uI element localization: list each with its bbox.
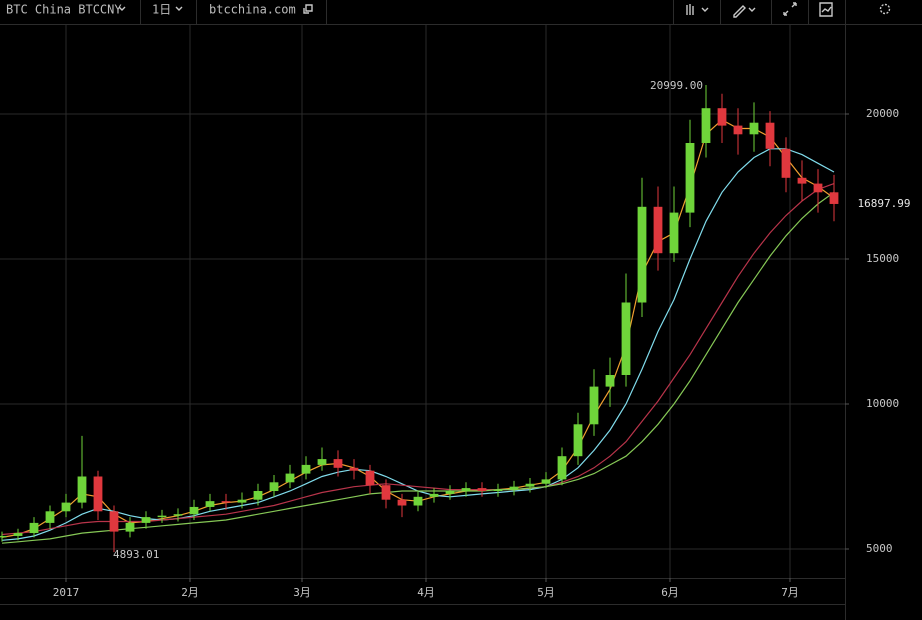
candle-body (109, 511, 119, 532)
toolbar: BTC China BTCCNY 1日 btcchina.com (0, 0, 922, 25)
y-tick-label: 5000 (866, 542, 893, 555)
drawing-tools-button[interactable] (733, 5, 756, 18)
x-tick-label: 4月 (417, 586, 435, 599)
candle-body (413, 496, 423, 506)
source-link[interactable]: btcchina.com (209, 3, 296, 17)
candle-body (701, 108, 711, 144)
settings-button[interactable] (879, 3, 891, 15)
x-tick-label: 6月 (661, 586, 679, 599)
candle-body (13, 533, 23, 536)
candle-body (365, 470, 375, 486)
x-tick-label: 2月 (181, 586, 199, 599)
candle-body (557, 456, 567, 480)
candle-body (125, 522, 135, 532)
candle-body (637, 206, 647, 303)
moving-average-line (1, 191, 835, 544)
y-tick-label: 10000 (866, 397, 899, 410)
candle-body (269, 482, 279, 492)
candle-body (685, 143, 695, 213)
candle-body (397, 499, 407, 506)
fullscreen-button[interactable] (783, 2, 797, 16)
candle-body (93, 476, 103, 512)
candle-body (221, 501, 231, 503)
candle-body (45, 511, 55, 523)
candle-body (733, 125, 743, 135)
candle-body (141, 517, 151, 523)
candle-body (237, 499, 247, 503)
candle-body (477, 488, 487, 492)
candle-body (541, 479, 551, 484)
candle-body (605, 375, 615, 387)
last-price-label: 16897.99 (858, 197, 911, 210)
candle-body (621, 302, 631, 376)
candle-body (173, 514, 183, 516)
y-tick-label: 15000 (866, 252, 899, 265)
settings-button-hole (883, 7, 887, 11)
chart-type-button[interactable] (686, 4, 709, 15)
labels: 5000 10000 15000 20000 2017 2月 3月 4月 5月 6月 7月 20999… (53, 79, 911, 599)
candle-body (285, 473, 295, 483)
candle-body (797, 177, 807, 184)
candle-body (349, 467, 359, 471)
candle-body (77, 476, 87, 503)
candle-body (493, 489, 503, 492)
x-tick-label: 2017 (53, 586, 80, 599)
moving-average-line (1, 183, 835, 536)
x-tick-label: 3月 (293, 586, 311, 599)
external-link-icon[interactable] (303, 4, 313, 14)
candle-body (717, 108, 727, 126)
candle-body (381, 485, 391, 500)
high-annotation: 20999.00 (650, 79, 703, 92)
candle-body (189, 506, 199, 515)
symbol-button[interactable]: BTC China BTCCNY (6, 3, 122, 17)
y-tick-label: 20000 (866, 107, 899, 120)
candle-body (525, 483, 535, 487)
candle-body (429, 493, 439, 497)
grid (0, 25, 849, 582)
candle-body (461, 488, 471, 492)
symbol-chevron[interactable] (118, 6, 126, 11)
candle-body (589, 386, 599, 425)
candle-body (829, 192, 839, 204)
x-tick-label: 7月 (781, 586, 799, 599)
candle-body (317, 459, 327, 465)
candle-body (749, 122, 759, 135)
candle-body (29, 522, 39, 534)
candle-body (301, 464, 311, 474)
candle-body (765, 122, 775, 149)
candle-body (573, 424, 583, 457)
candle-body (333, 459, 343, 468)
candle-body (445, 491, 455, 494)
candle-body (813, 183, 823, 193)
snapshot-button[interactable] (819, 2, 833, 17)
candle-body (253, 491, 263, 500)
candle-body (205, 501, 215, 507)
interval-button[interactable]: 1日 (152, 3, 171, 17)
low-annotation: 4893.01 (113, 548, 159, 561)
candle-body (157, 515, 167, 518)
candle-body (669, 212, 679, 254)
candle-body (509, 486, 519, 490)
x-tick-label: 5月 (537, 586, 555, 599)
candles (0, 85, 839, 553)
candle-body (61, 502, 71, 512)
candle-body (781, 148, 791, 178)
interval-chevron[interactable] (175, 6, 183, 11)
candle-body (0, 535, 7, 538)
candle-body (653, 206, 663, 254)
